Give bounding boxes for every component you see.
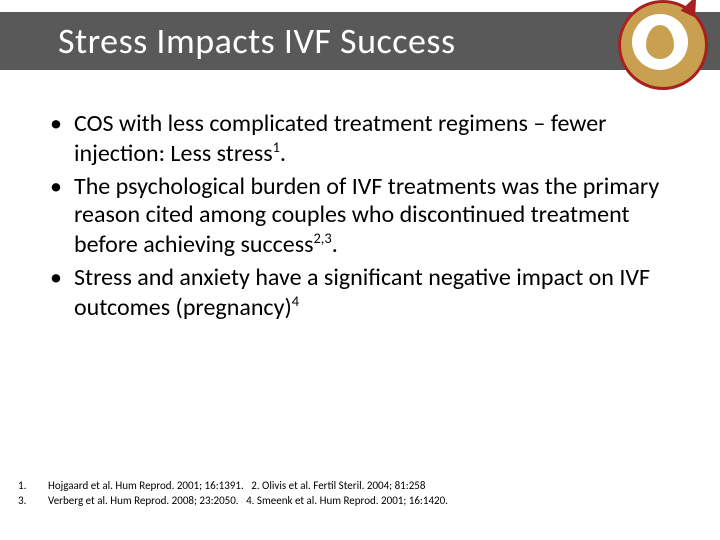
bullet-post: .: [332, 230, 338, 259]
ref-right: 2. Olivis et al. Fertil Steril. 2004; 81…: [251, 479, 425, 492]
bullet-sup: 1: [273, 138, 280, 156]
page-title: Stress Impacts IVF Success: [58, 19, 456, 63]
bullet-item: COS with less complicated treatment regi…: [42, 110, 678, 169]
logo-emblem: [618, 0, 708, 90]
references: 1. Hojgaard et al. Hum Reprod. 2001; 16:…: [18, 479, 702, 508]
logo-fetus-icon: [646, 25, 674, 59]
bullet-sup: 4: [292, 292, 299, 310]
ref-number: 1.: [18, 479, 48, 493]
bullet-post: .: [280, 139, 286, 168]
ref-right: 4. Smeenk et al. Hum Reprod. 2001; 16:14…: [246, 494, 448, 507]
content-area: COS with less complicated treatment regi…: [42, 110, 678, 327]
ref-left: Hojgaard et al. Hum Reprod. 2001; 16:139…: [48, 479, 244, 492]
bullet-text: Stress and anxiety have a significant ne…: [74, 263, 650, 322]
logo-inner-circle: [632, 14, 688, 70]
ref-row: 1. Hojgaard et al. Hum Reprod. 2001; 16:…: [18, 479, 702, 493]
ref-row: 3. Verberg et al. Hum Reprod. 2008; 23:2…: [18, 494, 702, 508]
ref-text: Hojgaard et al. Hum Reprod. 2001; 16:139…: [48, 479, 702, 493]
bullet-item: The psychological burden of IVF treatmen…: [42, 173, 678, 260]
bullet-item: Stress and anxiety have a significant ne…: [42, 264, 678, 323]
ref-text: Verberg et al. Hum Reprod. 2008; 23:2050…: [48, 494, 702, 508]
title-bar: Stress Impacts IVF Success: [0, 12, 720, 70]
ref-number: 3.: [18, 494, 48, 508]
ref-left: Verberg et al. Hum Reprod. 2008; 23:2050…: [48, 494, 239, 507]
bullet-text: COS with less complicated treatment regi…: [74, 109, 607, 168]
bullet-text: The psychological burden of IVF treatmen…: [74, 172, 659, 260]
bullet-sup: 2,3: [314, 229, 332, 247]
bullet-list: COS with less complicated treatment regi…: [42, 110, 678, 323]
